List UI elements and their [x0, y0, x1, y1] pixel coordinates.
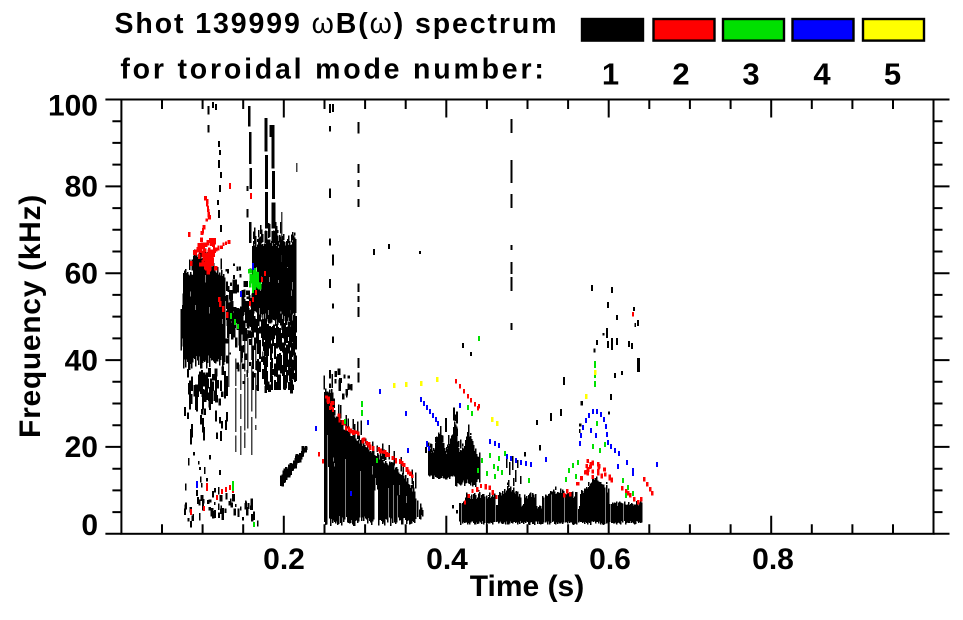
- svg-text:0.8: 0.8: [752, 543, 794, 576]
- svg-text:20: 20: [65, 431, 98, 464]
- svg-text:Time (s): Time (s): [470, 570, 584, 603]
- svg-text:3: 3: [742, 57, 759, 92]
- svg-text:1: 1: [602, 57, 619, 92]
- svg-text:0.6: 0.6: [589, 543, 631, 576]
- svg-text:for toroidal mode number:: for toroidal mode number:: [120, 54, 546, 86]
- svg-text:Frequency (kHz): Frequency (kHz): [14, 194, 47, 438]
- svg-text:4: 4: [813, 57, 831, 92]
- svg-text:Shot 139999 ωB(ω) spectrum: Shot 139999 ωB(ω) spectrum: [115, 8, 559, 40]
- svg-text:0.2: 0.2: [263, 543, 305, 576]
- svg-text:80: 80: [65, 170, 98, 203]
- svg-text:0: 0: [81, 509, 98, 542]
- svg-text:0.4: 0.4: [426, 543, 468, 576]
- svg-text:2: 2: [672, 57, 689, 92]
- svg-text:60: 60: [65, 258, 98, 291]
- svg-text:100: 100: [48, 90, 98, 123]
- svg-text:5: 5: [884, 57, 901, 92]
- svg-text:40: 40: [65, 344, 98, 377]
